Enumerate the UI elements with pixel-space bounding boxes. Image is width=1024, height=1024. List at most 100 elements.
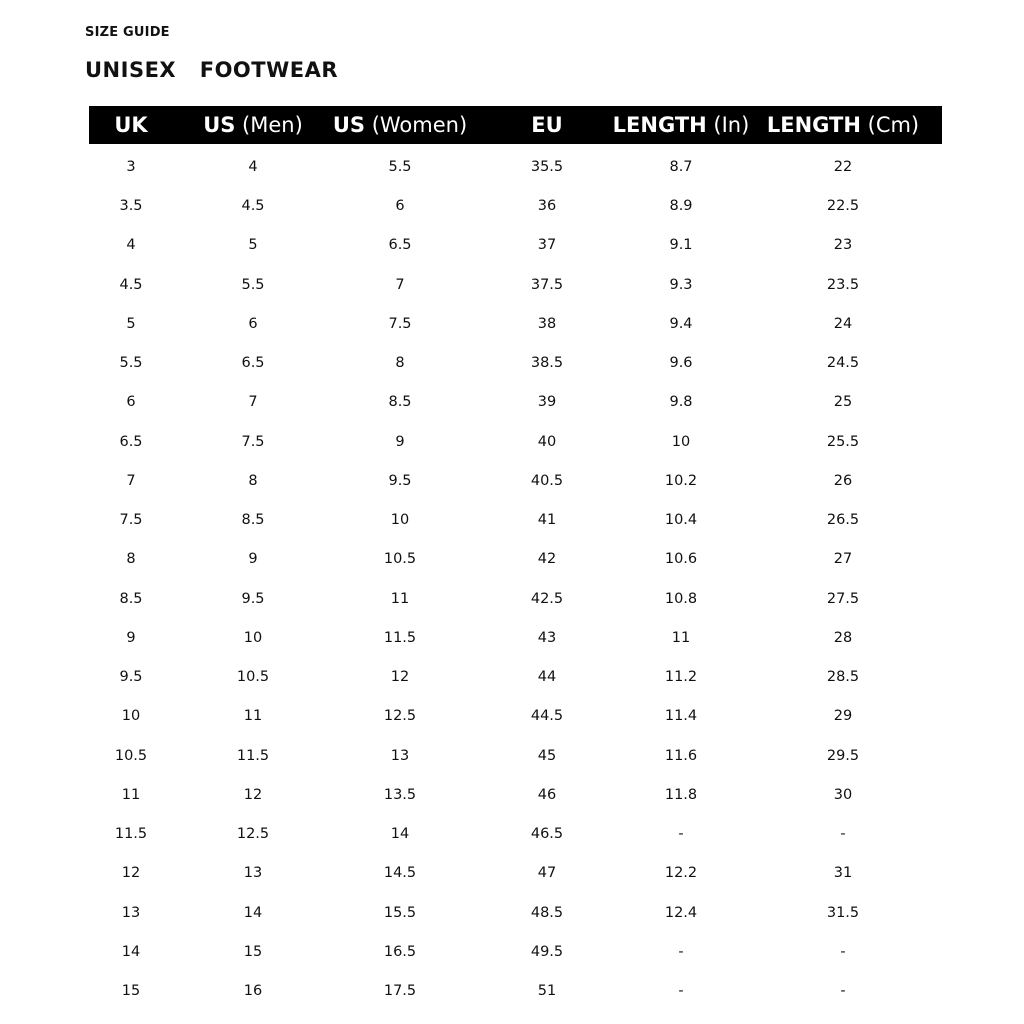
table-cell: -: [840, 943, 846, 960]
table-cell: 38: [537, 315, 557, 332]
table-cell: 8.9: [669, 198, 693, 215]
table-cell: 26.5: [826, 512, 860, 529]
table-cell: 12: [121, 865, 141, 882]
table-cell: 4: [126, 237, 136, 254]
table-cell: 7: [126, 472, 136, 489]
table-cell: 8.7: [669, 159, 693, 175]
table-cell: 30: [833, 786, 853, 803]
table-cell: 38.5: [530, 355, 564, 372]
table-cell: 10: [121, 708, 141, 725]
table-cell: 49.5: [530, 943, 564, 960]
table-cell: 41: [537, 512, 557, 529]
table-cell: 23.5: [826, 276, 860, 293]
table-cell: -: [678, 943, 684, 960]
table-cell: 13: [390, 747, 410, 764]
table-cell: 48.5: [530, 904, 564, 921]
table-cell: 8.5: [388, 394, 412, 411]
table-cell: 11.5: [236, 747, 270, 764]
table-cell: 4.5: [119, 276, 143, 293]
column-header-main: UK: [114, 113, 148, 137]
table-cell: 10.8: [664, 590, 698, 607]
table-cell: 6: [248, 315, 258, 332]
table-cell: 15.5: [383, 904, 417, 921]
table-cell: 39: [537, 394, 557, 411]
column-header-main: EU: [531, 113, 563, 137]
table-cell: 44.5: [530, 708, 564, 725]
column-header: LENGTH (Cm): [767, 106, 919, 144]
table-cell: 24: [833, 315, 853, 332]
page-title: UNISEX FOOTWEAR: [85, 58, 339, 82]
table-cell: 37.5: [530, 276, 564, 293]
table-cell: 27.5: [826, 590, 860, 607]
table-cell: 31.5: [826, 904, 860, 921]
table-cell: 10.5: [114, 747, 148, 764]
table-cell: 7.5: [241, 433, 265, 450]
table-cell: 12: [390, 669, 410, 686]
table-cell: 28: [833, 629, 853, 646]
column-header-main: US: [203, 113, 236, 137]
table-cell: 4: [248, 159, 258, 175]
table-cell: 10: [390, 512, 410, 529]
table-cell: 5: [248, 237, 258, 254]
table-cell: 9.6: [669, 355, 693, 372]
table-cell: 9: [126, 629, 136, 646]
table-cell: 9.4: [669, 315, 693, 332]
column-header: UK: [114, 106, 147, 144]
table-cell: -: [678, 826, 684, 843]
table-cell: 13: [121, 904, 141, 921]
table-cell: 10: [243, 629, 263, 646]
table-cell: 8: [395, 355, 405, 372]
table-cell: 12.4: [664, 904, 698, 921]
table-cell: -: [678, 983, 684, 1000]
table-cell: 14: [243, 904, 263, 921]
table-cell: -: [840, 826, 846, 843]
table-cell: 23: [833, 237, 853, 254]
table-cell: 17.5: [383, 983, 417, 1000]
table-cell: 35.5: [530, 159, 564, 175]
table-cell: 9.5: [388, 472, 412, 489]
column-header-unit: (In): [706, 113, 750, 137]
table-cell: 22: [833, 159, 853, 175]
table-cell: 8: [126, 551, 136, 568]
table-cell: 46: [537, 786, 557, 803]
table-cell: 11: [243, 708, 263, 725]
column-header-unit: (Women): [365, 113, 468, 137]
table-cell: -: [840, 983, 846, 1000]
table-cell: 6: [126, 394, 136, 411]
table-cell: 9: [248, 551, 258, 568]
table-cell: 5.5: [388, 159, 412, 175]
table-cell: 46.5: [530, 826, 564, 843]
table-cell: 9: [395, 433, 405, 450]
size-guide-label: SIZE GUIDE: [85, 25, 170, 40]
table-cell: 11.8: [664, 786, 698, 803]
table-cell: 24.5: [826, 355, 860, 372]
table-cell: 6.5: [388, 237, 412, 254]
column-header-unit: (Cm): [860, 113, 920, 137]
column-header: EU: [531, 106, 562, 144]
table-cell: 9.3: [669, 276, 693, 293]
column-header: LENGTH (In): [613, 106, 750, 144]
table-cell: 10: [671, 433, 691, 450]
table-cell: 8: [248, 472, 258, 489]
table-cell: 14: [390, 826, 410, 843]
table-cell: 9.8: [669, 394, 693, 411]
table-cell: 13.5: [383, 786, 417, 803]
table-cell: 11.5: [114, 826, 148, 843]
table-cell: 27: [833, 551, 853, 568]
column-header-main: US: [332, 113, 366, 137]
table-cell: 10.2: [664, 472, 698, 489]
table-cell: 10.6: [664, 551, 698, 568]
column-header-main: LENGTH: [766, 113, 861, 137]
table-cell: 7: [248, 394, 258, 411]
table-cell: 40.5: [530, 472, 564, 489]
table-cell: 11: [390, 590, 410, 607]
table-cell: 43: [537, 629, 557, 646]
table-cell: 25: [833, 394, 853, 411]
table-cell: 16: [243, 983, 263, 1000]
column-header-unit: (Men): [235, 113, 303, 137]
table-cell: 12.5: [236, 826, 270, 843]
table-cell: 11.4: [664, 708, 698, 725]
table-cell: 14: [121, 943, 141, 960]
table-cell: 42.5: [530, 590, 564, 607]
table-cell: 3.5: [119, 198, 143, 215]
